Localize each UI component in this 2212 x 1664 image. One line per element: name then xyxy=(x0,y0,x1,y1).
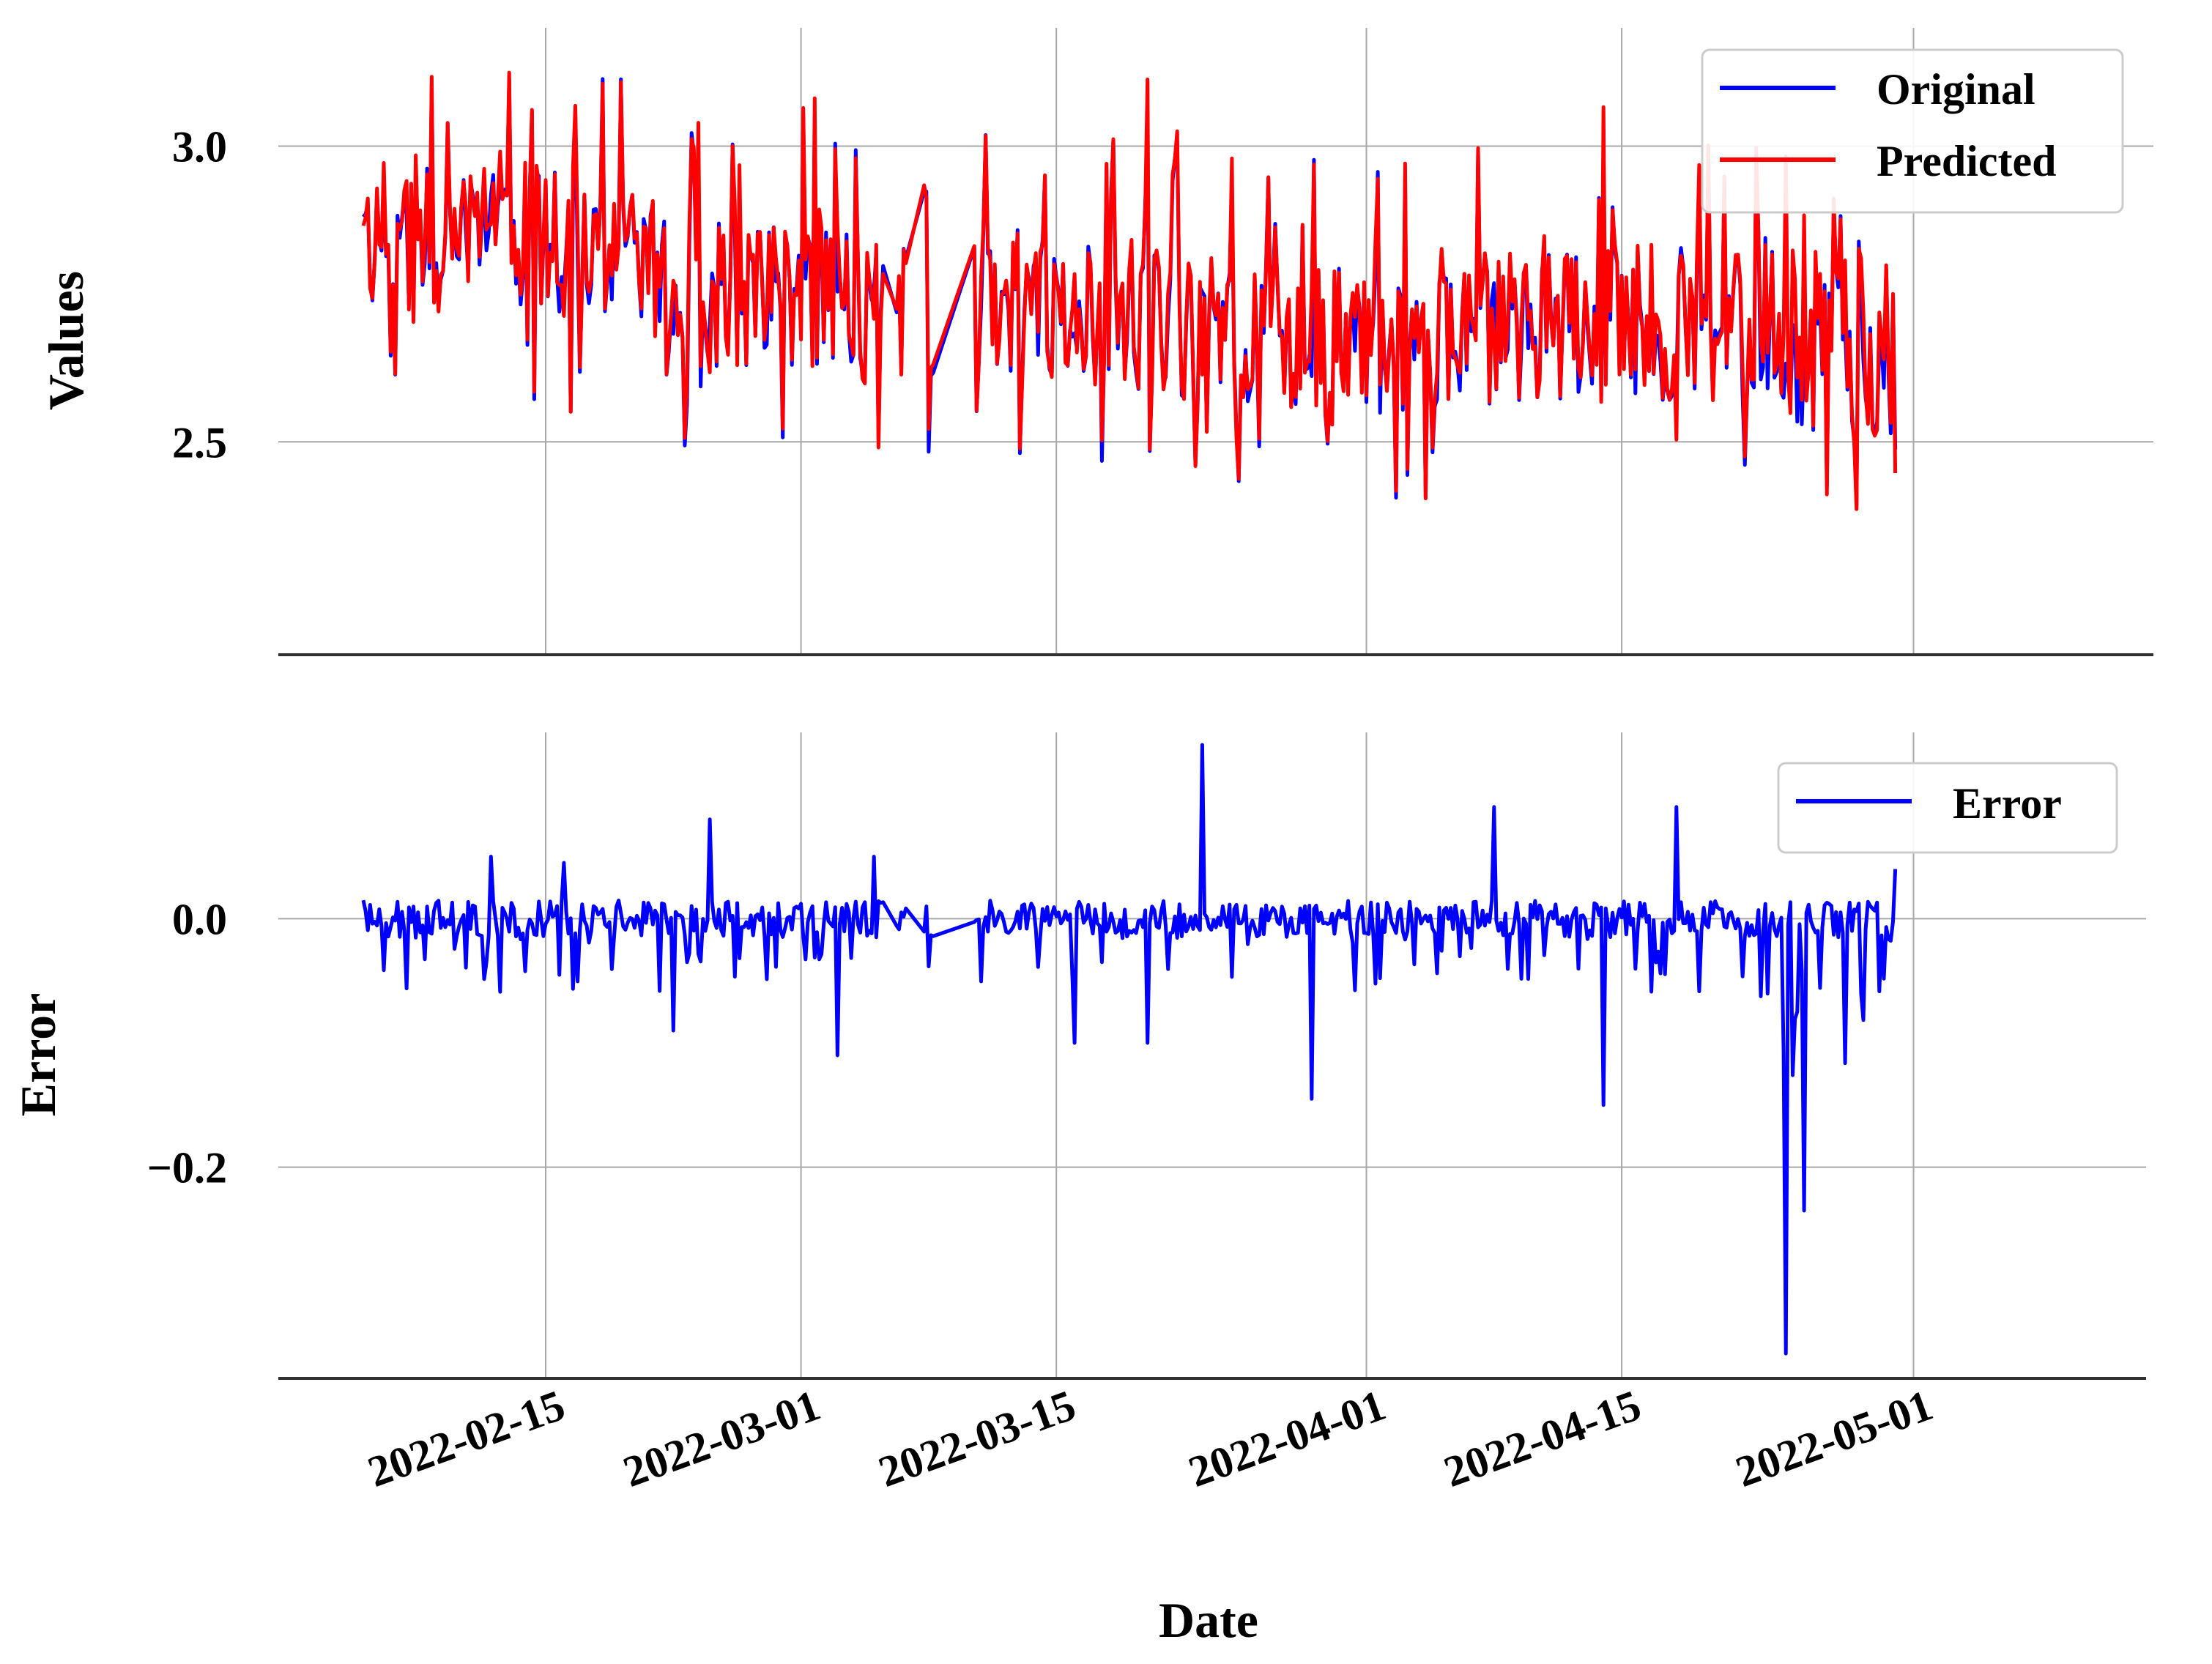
error-y-ticks: −0.2 0.0 xyxy=(147,895,227,1192)
x-tick-label: 2022-03-15 xyxy=(872,1381,1082,1496)
error-panel: −0.2 0.0 Error Error 2022-02-15 2022-03-01… xyxy=(10,732,2146,1648)
values-y-ticks: 2.5 3.0 xyxy=(172,123,227,467)
error-y-axis-label: Error xyxy=(10,993,66,1117)
values-y-tick-label: 2.5 xyxy=(172,418,227,467)
x-tick-label: 2022-04-01 xyxy=(1182,1381,1392,1496)
x-axis-label: Date xyxy=(1159,1592,1258,1648)
x-tick-label: 2022-02-15 xyxy=(362,1381,571,1496)
x-tick-label: 2022-04-15 xyxy=(1438,1381,1647,1496)
legend-error-label: Error xyxy=(1953,779,2062,828)
x-tick-labels: 2022-02-15 2022-03-01 2022-03-15 2022-04-01… xyxy=(362,1381,1939,1496)
values-legend-box xyxy=(1701,48,2124,214)
legend-predicted-label: Predicted xyxy=(1877,137,2056,185)
values-legend: Original Predicted xyxy=(1701,48,2124,214)
legend-original-label: Original xyxy=(1877,65,2035,114)
error-y-tick-label: 0.0 xyxy=(172,895,227,943)
error-y-tick-label: −0.2 xyxy=(147,1144,227,1192)
values-y-axis-label: Values xyxy=(38,271,94,410)
values-series xyxy=(361,70,1898,511)
error-series xyxy=(361,743,1898,1356)
error-legend: Error xyxy=(1777,762,2118,854)
series-predicted-line xyxy=(361,70,1898,511)
values-panel: 2.5 3.0 Values Original Predicted xyxy=(38,28,2153,656)
x-tick-label: 2022-05-01 xyxy=(1729,1381,1939,1496)
series-error-line xyxy=(361,743,1898,1356)
values-y-tick-label: 3.0 xyxy=(172,123,227,171)
error-legend-box xyxy=(1777,762,2118,854)
x-tick-label: 2022-03-01 xyxy=(617,1381,826,1496)
